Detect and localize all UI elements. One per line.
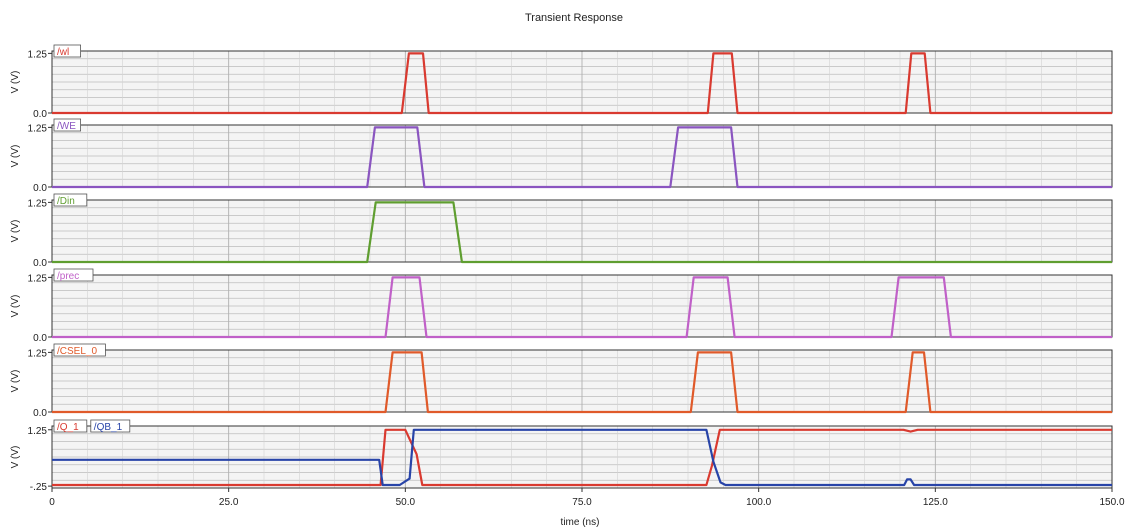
y-tick-label: 0.0 [33,333,47,344]
panel-1: 1.25 0.0 V (V) /wl [10,44,1113,120]
y-tick-label: 1.25 [28,198,48,209]
y-axis-label: V (V) [10,145,21,168]
y-tick-label: -.25 [30,482,48,493]
x-tick-label: 150.0 [1099,497,1124,508]
y-tick-label: 1.25 [28,49,48,60]
series-line [52,351,1112,414]
y-tick-label: 0.0 [33,408,47,419]
x-axis-ticks: 0 25.0 50.0 75.0 100.0 125.0 150.0 [49,488,1125,508]
y-tick-label: 0.0 [33,258,47,269]
signal-tag-label: /WE [57,121,76,132]
y-tick-label: 0.0 [33,109,47,120]
y-tick-label: 0.0 [33,183,47,194]
plot-panels: 1.25 0.0 V (V) /wl 1.25 0.0 V (V) /WE 1.25 0.0 V (… [10,44,1113,493]
y-axis-label: V (V) [10,71,21,94]
signal-tag-box [53,193,88,207]
x-tick-label: 50.0 [396,497,416,508]
signal-tag-box [53,268,94,282]
y-tick-label: 1.25 [28,123,48,134]
series-line [52,52,1112,115]
y-tick-label: 1.25 [28,426,48,437]
series-line [52,428,1112,487]
signal-tag-box [53,419,88,433]
signal-tag-label: /Din [57,196,75,207]
x-tick-label: 0 [49,497,55,508]
y-axis-label: V (V) [10,220,21,243]
x-axis-label: time (ns) [561,517,600,528]
signal-tag-label: /wl [57,47,69,58]
y-tick-label: 1.25 [28,348,48,359]
series-line [52,428,1112,487]
panel-3: 1.25 0.0 V (V) /Din [10,193,1113,269]
y-tick-label: 1.25 [28,273,48,284]
series-line [52,276,1112,339]
signal-tag-box [90,419,131,433]
y-axis-label: V (V) [10,370,21,393]
y-axis-label: V (V) [10,446,21,469]
y-axis-label: V (V) [10,295,21,318]
signal-tag-label: /Q_1 [57,422,79,433]
signal-tag-box [53,118,82,132]
x-tick-label: 125.0 [923,497,948,508]
signal-tag-box [53,44,82,58]
panel-2: 1.25 0.0 V (V) /WE [10,118,1113,194]
panel-4: 1.25 0.0 V (V) /prec [10,268,1113,344]
x-tick-label: 100.0 [746,497,771,508]
series-line [52,201,1112,264]
chart-title: Transient Response [525,12,623,24]
signal-tag-box [53,343,106,357]
signal-tag-label: /prec [57,271,79,282]
x-tick-label: 25.0 [219,497,239,508]
series-line [52,126,1112,189]
x-tick-label: 75.0 [572,497,592,508]
panel-5: 1.25 0.0 V (V) /CSEL_0 [10,343,1113,419]
signal-tag-label: /QB_1 [94,422,123,433]
panel-6: 1.25 -.25 V (V) /Q_1/QB_1 [10,419,1113,493]
signal-tag-label: /CSEL_0 [57,346,97,357]
